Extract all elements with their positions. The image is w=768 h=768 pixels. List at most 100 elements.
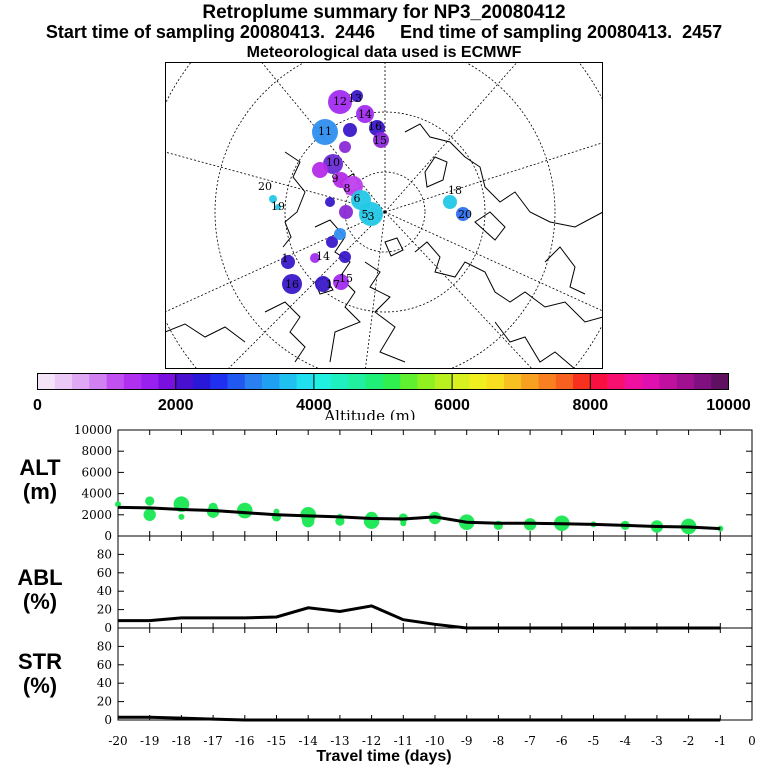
- time-series-panels: 0 2000 4000 6000 8000 10000 0 20 40 60 80 0 20 40 60 80…: [74, 423, 756, 748]
- colorbar-cell: [348, 373, 367, 390]
- altitude-marker: [363, 513, 380, 529]
- x-tick-label: -11: [394, 734, 413, 748]
- map-time-label: 13: [348, 92, 362, 105]
- plume-marker: [339, 251, 351, 263]
- colorbar-cell: [37, 373, 56, 390]
- sampling-time-line: Start time of sampling 20080413. 2446 En…: [45, 22, 723, 42]
- colorbar-cell: [469, 373, 487, 390]
- x-tick-label: -3: [651, 734, 663, 748]
- colorbar-cell: [538, 373, 557, 390]
- colorbar-cell: [72, 373, 90, 390]
- abl-label: ABL: [17, 565, 63, 590]
- panel-alt: 0 2000 4000 6000 8000 10000: [74, 423, 753, 543]
- map-time-label: 16: [285, 278, 299, 291]
- map-time-label: 3: [368, 210, 375, 223]
- colorbar-cell: [54, 373, 73, 390]
- x-tick-label: -15: [267, 734, 286, 748]
- colorbar-cell: [624, 373, 643, 390]
- plume-marker: [281, 255, 295, 269]
- colorbar-tick-label: 2000: [158, 397, 194, 414]
- y-tick-label: 8000: [81, 444, 112, 458]
- colorbar-cell: [590, 373, 608, 390]
- colorbar-cell: [227, 373, 246, 390]
- map-time-label: 14: [358, 108, 372, 121]
- x-tick-label: -18: [172, 734, 191, 748]
- plume-marker: [343, 123, 357, 137]
- colorbar-cell: [434, 373, 453, 390]
- plume-marker: [328, 90, 352, 114]
- map-time-label: 12: [333, 95, 347, 108]
- altitude-marker: [237, 502, 253, 519]
- plume-marker: [269, 195, 277, 203]
- colorbar-cell: [262, 373, 280, 390]
- panel-abl: 0 20 40 60 80: [97, 535, 753, 635]
- str-label: STR: [18, 649, 62, 674]
- x-tick-label: -12: [362, 734, 381, 748]
- y-tick-label: 10000: [74, 423, 112, 437]
- colorbar-tick-label: 8000: [573, 397, 609, 414]
- colorbar-cell: [642, 373, 660, 390]
- altitude-marker: [145, 496, 155, 506]
- map-time-label: 18: [448, 184, 462, 197]
- series-line-str: [118, 715, 721, 722]
- colorbar-cell: [331, 373, 349, 390]
- plume-marker: [275, 204, 281, 210]
- colorbar-cell: [486, 373, 505, 390]
- map-time-label: 20: [258, 180, 272, 193]
- colorbar-cell: [573, 373, 591, 390]
- x-axis-label: Travel time (days): [316, 748, 452, 765]
- x-tick-label: -6: [556, 734, 568, 748]
- y-tick-label: 20: [97, 695, 112, 709]
- abl-unit: (%): [22, 589, 58, 614]
- plume-marker: [282, 274, 302, 294]
- series-line-abl: [118, 604, 721, 630]
- map-time-label: 9: [332, 172, 339, 185]
- alt-unit: (m): [22, 479, 58, 504]
- map-time-label: 10: [326, 156, 340, 169]
- plume-marker: [323, 154, 343, 174]
- colorbar-tick-label: 6000: [434, 397, 470, 414]
- altitude-marker: [143, 508, 156, 521]
- y-tick-label: 40: [97, 584, 112, 598]
- y-tick-label: 20: [97, 603, 112, 617]
- map-time-label: 15: [339, 272, 353, 285]
- x-tick-label: -19: [140, 734, 159, 748]
- colorbar-cell: [365, 373, 384, 390]
- y-tick-label: 4000: [81, 487, 112, 501]
- y-tick-label: 40: [97, 676, 112, 690]
- x-tick-label: -1: [714, 734, 726, 748]
- plume-marker: [310, 253, 320, 263]
- colorbar-cell: [400, 373, 418, 390]
- plume-marker: [359, 202, 383, 226]
- met-data-line: Meteorological data used is ECMWF: [246, 44, 522, 61]
- colorbar-cell: [89, 373, 107, 390]
- x-tick-label: -13: [330, 734, 349, 748]
- x-tick-label: 0: [748, 734, 756, 748]
- x-tick-label: -7: [524, 734, 536, 748]
- colorbar-tick-label: 4000: [296, 397, 332, 414]
- altitude-marker: [463, 523, 470, 530]
- colorbar-cell: [279, 373, 297, 390]
- y-tick-label: 0: [104, 529, 112, 543]
- colorbar-tick-label: 10000: [706, 397, 751, 414]
- altitude-marker: [178, 513, 185, 520]
- colorbar-cell: [676, 373, 695, 390]
- colorbar-cell: [192, 373, 211, 390]
- y-tick-label: 0: [104, 713, 112, 727]
- x-tick-label: -9: [461, 734, 473, 748]
- plume-marker: [456, 207, 470, 221]
- plume-marker: [339, 205, 353, 219]
- plume-marker: [334, 228, 346, 240]
- map-time-label: 17: [326, 278, 340, 291]
- colorbar-cell: [607, 373, 626, 390]
- map-time-label: 5: [362, 208, 369, 221]
- x-tick-label: -17: [203, 734, 222, 748]
- x-tick-label: -14: [299, 734, 319, 748]
- map-time-label: 1: [282, 252, 289, 265]
- map-time-label: 14: [316, 250, 330, 263]
- plume-marker: [326, 236, 338, 248]
- plume-marker: [356, 105, 374, 123]
- chart-title: Retroplume summary for NP3_20080412: [202, 2, 566, 23]
- colorbar-cell: [693, 373, 712, 390]
- map-time-label: 6: [354, 192, 361, 205]
